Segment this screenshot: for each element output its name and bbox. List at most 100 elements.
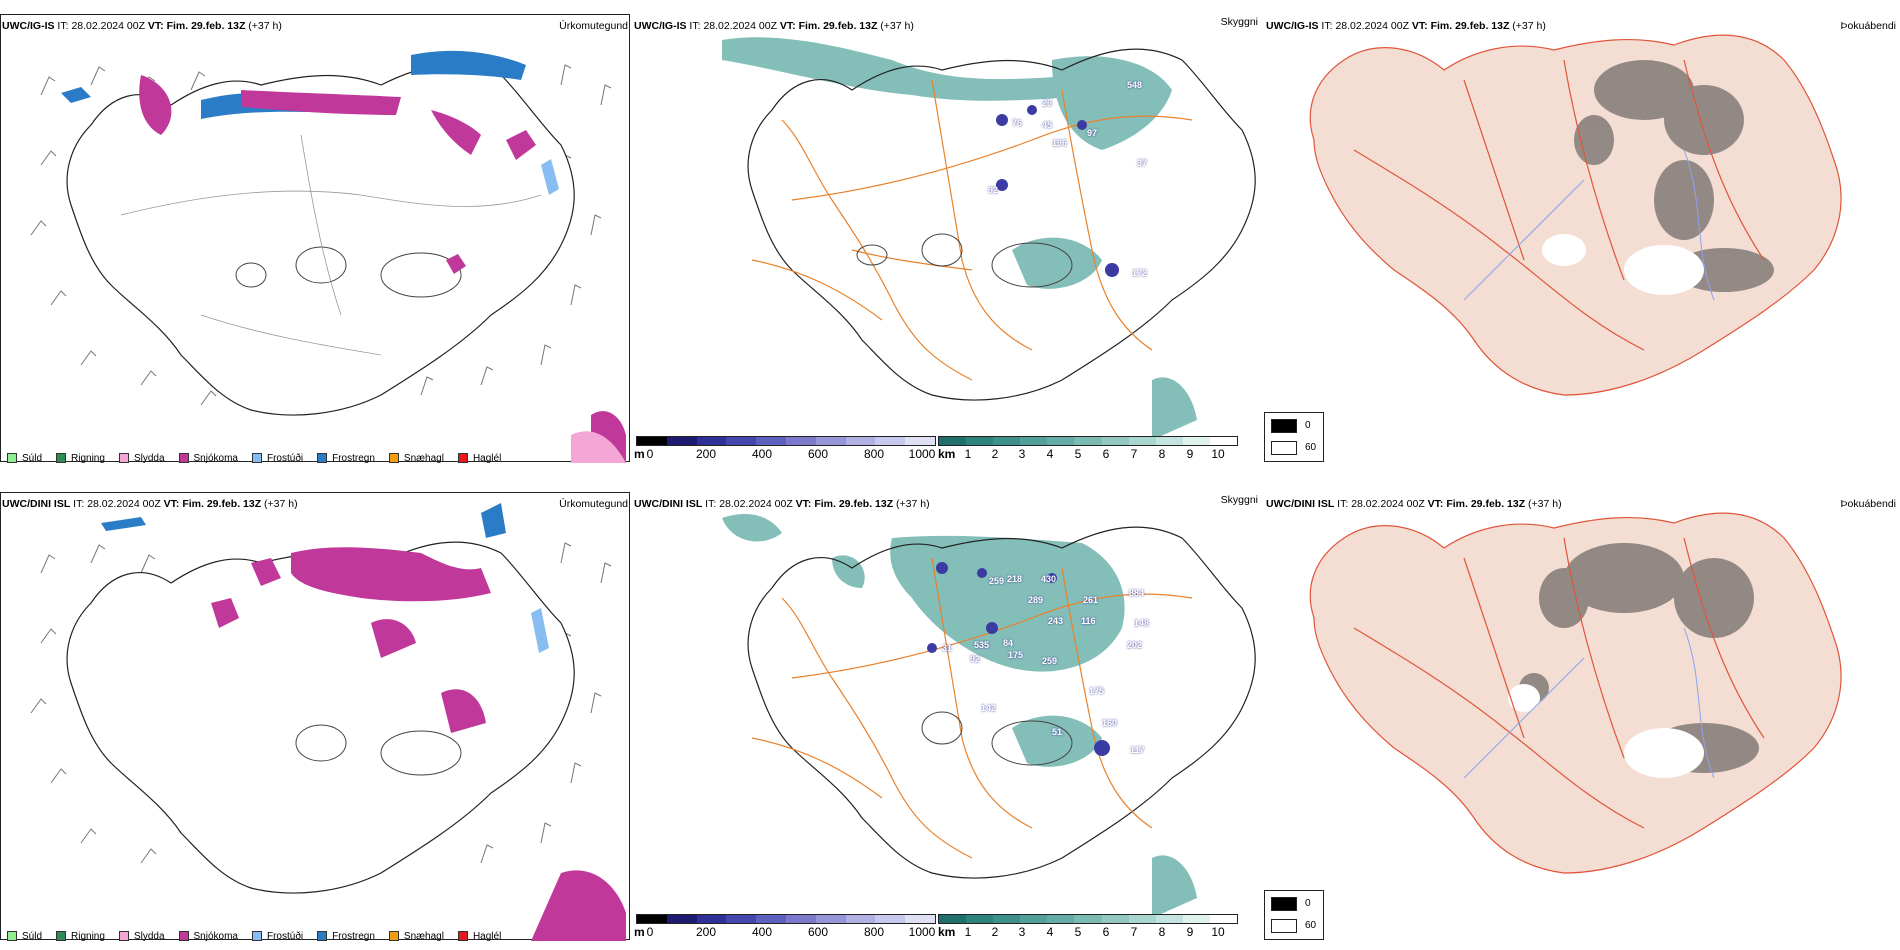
iceland-outline [747,526,1256,879]
panel-header: UWC/IG-IS IT: 28.02.2024 00Z VT: Fim. 29… [2,20,282,32]
road-network [1353,59,1765,351]
legend-item: Haglél [457,930,502,942]
visibility-unit: km [938,447,956,461]
tick-label: 10 [1211,447,1225,461]
visibility-patches [722,37,1197,440]
tick-label: 2 [991,447,999,461]
vt-label: VT: [1427,498,1444,510]
legend-swatch [178,453,189,463]
legend-item: Rigning [56,931,105,942]
colorbar-cell [637,437,667,445]
tick-label: 1000 [908,447,936,461]
legend-item: Frostúði [251,452,304,464]
model-name: UWC/DINI ISL [634,498,703,510]
glaciers [1508,684,1704,778]
legend-swatch [457,931,468,941]
vt-value: Fim. 29.feb. 13Z [814,498,894,510]
legend-swatch [251,931,262,941]
cloud-value-dark: 0 [1305,420,1311,431]
tick-label: 0 [646,447,654,461]
legend-swatch [178,931,189,941]
it-value: 28.02.2024 00Z [87,498,161,510]
it-label: IT: [705,498,717,510]
tick-label: 5 [1074,447,1082,461]
colorbar-cell [785,915,816,923]
it-value: 28.02.2024 00Z [71,20,145,32]
colorbar-cell [815,437,846,445]
cloud-legend: 0 60 [1264,890,1324,940]
elevation-spots [927,562,1110,756]
map-frame: Súld Rigning Slydda Snjókoma Frostúði Fr… [0,492,630,942]
colorbar-cell [905,437,935,445]
legend-label: Frostregn [332,452,375,464]
fog-map [1309,34,1842,396]
colorbar-cell [1047,915,1075,923]
panel-header: UWC/IG-IS IT: 28.02.2024 00Z VT: Fim. 29… [634,20,914,32]
elevation-colorbar [636,436,936,446]
colorbar-cell [845,437,876,445]
tick-label: 0 [646,925,654,939]
colorbar-cell [696,437,727,445]
vt-label: VT: [163,498,180,510]
legend-label: Snæhagl [403,452,444,464]
vt-value: Fim. 29.feb. 13Z [166,20,246,32]
colorbar-cell [905,915,935,923]
legend-item: Snjókoma [178,931,238,942]
colorbar-cell [966,915,994,923]
colorbar-cell [1074,437,1102,445]
fog-panel: UWC/IG-IS IT: 28.02.2024 00Z VT: Fim. 29… [1264,0,1900,470]
model-name: UWC/IG-IS [634,20,687,32]
legend-item: Snjókoma [178,453,238,464]
road-network [751,79,1193,381]
lead-time: (+37 h) [1528,498,1562,510]
precip-type-map [30,50,626,463]
tick-label: 5 [1074,925,1082,939]
legend-swatch [118,453,129,463]
visibility-ticks: 1 2 3 4 5 6 7 8 9 10 [938,447,1238,461]
legend-item: Haglél [457,452,502,464]
panel-title: Úrkomutegund [559,498,628,510]
lead-time: (+37 h) [896,498,930,510]
vt-label: VT: [779,20,796,32]
precip-type-map [30,503,626,941]
legend-label: Haglél [472,930,502,942]
precip-patches [101,503,626,941]
panel-title: Þokuábendi [1840,20,1896,32]
tick-label: 600 [807,925,829,939]
elevation-ticks: 0 200 400 600 800 1000 [636,925,936,939]
tick-label: 8 [1158,447,1166,461]
legend-label: Frostúði [266,452,304,464]
elevation-colorbar [636,914,936,924]
colorbar-cell [1209,437,1238,445]
legend-label: Haglél [472,452,502,464]
vt-value: Fim. 29.feb. 13Z [1430,20,1510,32]
fog-map [1309,512,1842,874]
it-value: 28.02.2024 00Z [719,498,793,510]
legend-label: Slydda [133,930,165,942]
panel-title: Úrkomutegund [559,20,628,32]
colorbar-cell [785,437,816,445]
vt-label: VT: [147,20,164,32]
vt-value: Fim. 29.feb. 13Z [182,498,262,510]
legend-label: Súld [22,452,43,464]
colorbar-cell [875,437,906,445]
tick-label: 200 [695,447,717,461]
colorbar-cell [966,437,994,445]
lead-time: (+37 h) [248,20,282,32]
tick-label: 8 [1158,925,1166,939]
fog-panel: UWC/DINI ISL IT: 28.02.2024 00Z VT: Fim.… [1264,478,1900,948]
legend-swatch [56,931,67,941]
precip-type-panel: Súld Rigning Slydda Snjókoma Frostúði Fr… [0,0,632,470]
panel-header: UWC/DINI ISL IT: 28.02.2024 00Z VT: Fim.… [2,498,298,510]
model-name: UWC/IG-IS [2,20,55,32]
vt-label: VT: [1411,20,1428,32]
tick-label: 800 [863,925,885,939]
legend-item: Frostregn [317,453,375,464]
tick-label: 200 [695,925,717,939]
colorbar-cell [1209,915,1238,923]
map-frame: Súld Rigning Slydda Snjókoma Frostúði Fr… [0,14,630,464]
legend-item: Rigning [56,453,105,464]
legend-swatch [317,453,328,463]
model-name: UWC/DINI ISL [1266,498,1335,510]
colorbar-cell [1128,915,1156,923]
